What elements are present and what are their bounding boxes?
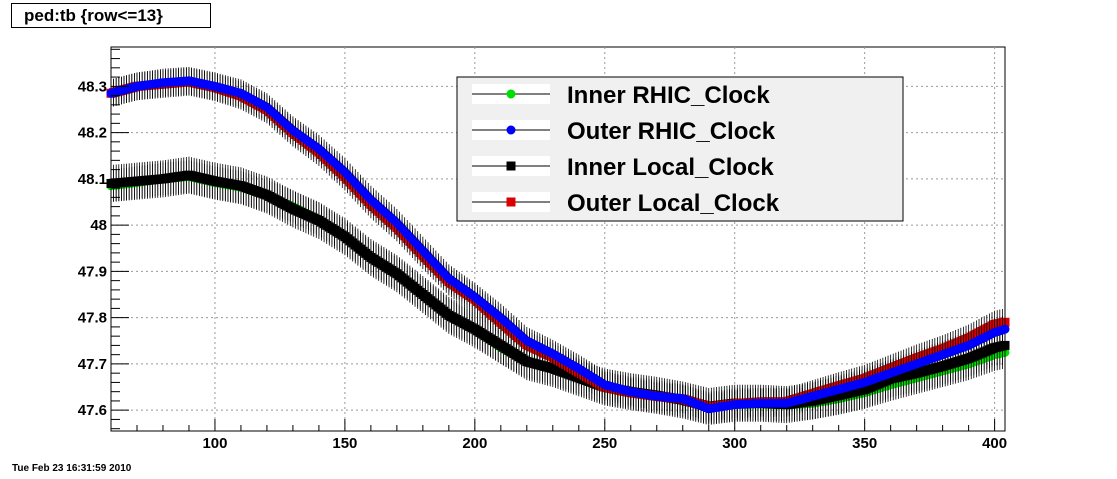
y-tick-label: 47.6 [78, 402, 107, 419]
series-outer-rhic-clock [106, 66, 1010, 423]
legend-entry: Inner RHIC_Clock [472, 82, 770, 109]
legend-marker [506, 125, 516, 135]
legend-label: Inner Local_Clock [567, 154, 774, 181]
y-tick-label: 47.8 [78, 310, 107, 327]
legend-entry: Outer Local_Clock [472, 190, 780, 217]
timestamp: Tue Feb 23 16:31:59 2010 [12, 463, 132, 474]
data-point [1000, 324, 1010, 334]
data-layer [106, 66, 1010, 425]
legend-marker [506, 161, 516, 171]
data-point [1000, 340, 1010, 350]
y-tick-label: 48.1 [78, 171, 107, 188]
x-tick-label: 300 [722, 435, 747, 452]
legend: Inner RHIC_Clock Outer RHIC_Clock Inner Lo… [456, 76, 904, 222]
x-tick-label: 100 [202, 435, 227, 452]
y-tick-label: 48 [90, 217, 107, 234]
x-tick-label: 250 [592, 435, 617, 452]
x-tick-label: 200 [462, 435, 487, 452]
y-tick-label: 47.9 [78, 263, 107, 280]
axis-layer: 100 150 200 250 300 350 400 47.6 47.7 47.8 47.9 48 4… [78, 48, 1007, 452]
y-tick-label: 48.2 [78, 125, 107, 142]
x-tick-label: 350 [852, 435, 877, 452]
legend-entry: Outer RHIC_Clock [472, 118, 776, 145]
legend-label: Inner RHIC_Clock [567, 82, 770, 109]
x-tick-label: 150 [332, 435, 357, 452]
legend-marker [506, 89, 516, 99]
legend-marker [506, 197, 516, 207]
y-tick-label: 48.3 [78, 78, 107, 95]
chart-title: ped:tb {row<=13} [24, 6, 163, 25]
legend-entry: Inner Local_Clock [472, 154, 774, 181]
chart-title-box: ped:tb {row<=13} [11, 3, 211, 28]
legend-label: Outer RHIC_Clock [567, 118, 776, 145]
legend-label: Outer Local_Clock [567, 190, 780, 217]
x-tick-label: 400 [982, 435, 1007, 452]
y-tick-label: 47.7 [78, 356, 107, 373]
